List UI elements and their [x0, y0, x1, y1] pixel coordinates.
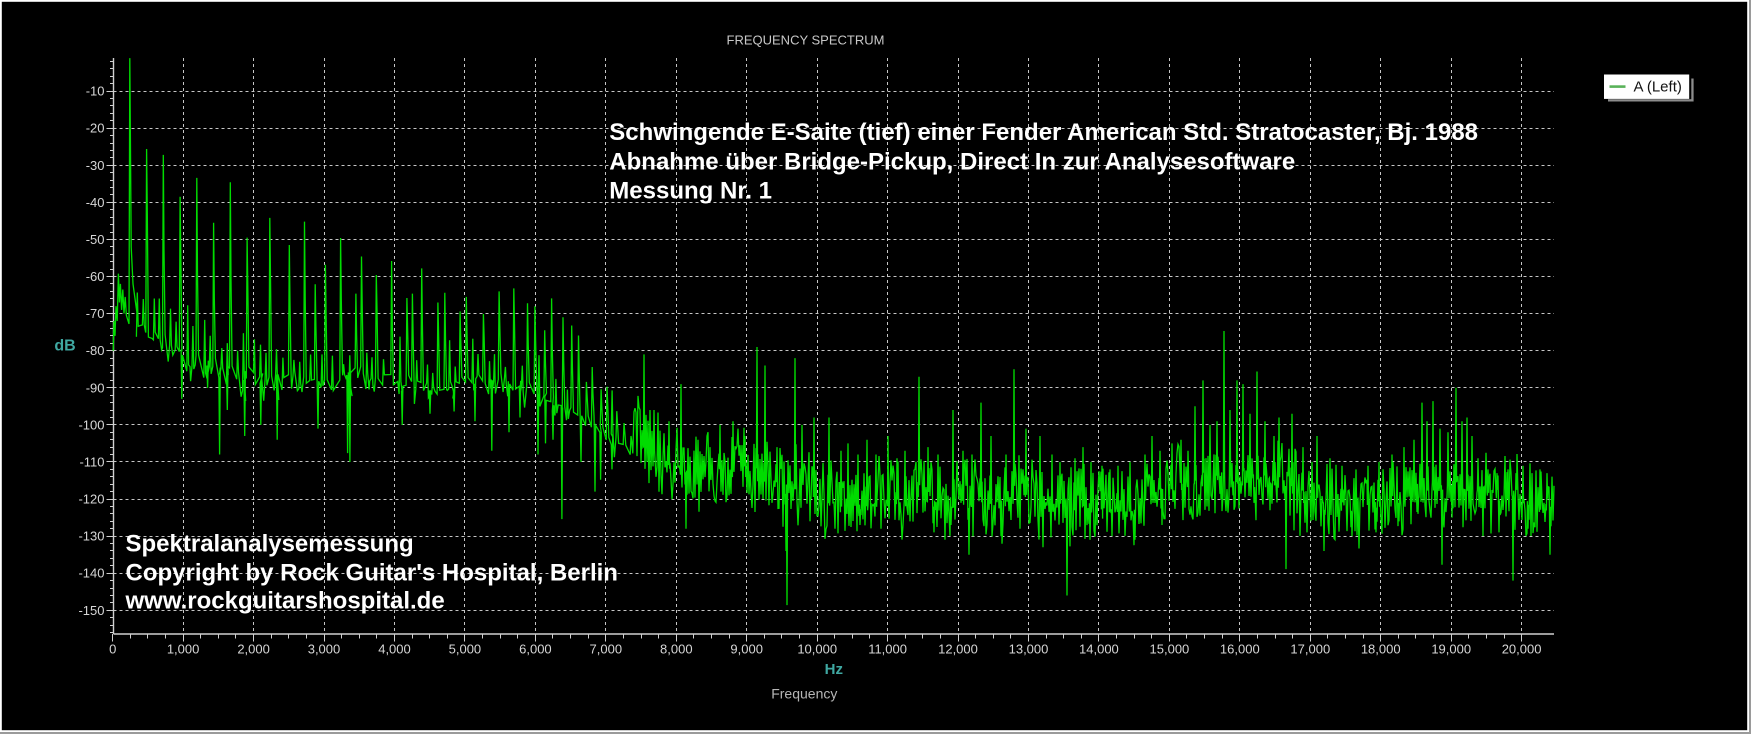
svg-text:13,000: 13,000: [1009, 642, 1049, 657]
svg-text:Hz: Hz: [825, 661, 843, 678]
svg-text:-40: -40: [86, 195, 105, 210]
svg-text:12,000: 12,000: [938, 642, 978, 657]
svg-text:-10: -10: [86, 84, 105, 99]
svg-text:A (Left): A (Left): [1634, 79, 1682, 96]
svg-text:10,000: 10,000: [797, 642, 837, 657]
svg-text:7,000: 7,000: [590, 642, 623, 657]
svg-text:3,000: 3,000: [308, 642, 341, 657]
svg-text:Copyright by Rock Guitar's Hos: Copyright by Rock Guitar's Hospital, Ber…: [126, 559, 618, 586]
svg-text:www.rockguitarshospital.de: www.rockguitarshospital.de: [125, 588, 445, 615]
svg-text:16,000: 16,000: [1220, 642, 1260, 657]
svg-text:17,000: 17,000: [1290, 642, 1330, 657]
svg-text:-140: -140: [78, 566, 104, 581]
svg-text:18,000: 18,000: [1361, 642, 1401, 657]
svg-text:-110: -110: [79, 455, 104, 470]
svg-text:14,000: 14,000: [1079, 642, 1119, 657]
svg-text:Schwingende E-Saite (tief) ein: Schwingende E-Saite (tief) einer Fender …: [609, 119, 1478, 146]
svg-text:-150: -150: [78, 603, 104, 618]
svg-text:-50: -50: [86, 232, 105, 247]
svg-text:6,000: 6,000: [519, 642, 552, 657]
svg-text:1,000: 1,000: [167, 642, 200, 657]
svg-text:19,000: 19,000: [1431, 642, 1471, 657]
svg-text:4,000: 4,000: [378, 642, 411, 657]
svg-text:Abnahme über Bridge-Pickup, Di: Abnahme über Bridge-Pickup, Direct In zu…: [609, 148, 1295, 175]
svg-text:-100: -100: [78, 417, 104, 432]
svg-text:-20: -20: [86, 121, 105, 136]
svg-text:-120: -120: [78, 492, 104, 507]
svg-text:15,000: 15,000: [1150, 642, 1190, 657]
svg-text:0: 0: [109, 642, 116, 657]
svg-text:9,000: 9,000: [730, 642, 763, 657]
svg-text:11,000: 11,000: [868, 642, 907, 657]
svg-text:-130: -130: [78, 529, 104, 544]
svg-text:dB: dB: [54, 338, 75, 355]
svg-text:8,000: 8,000: [660, 642, 693, 657]
svg-text:2,000: 2,000: [237, 642, 270, 657]
svg-text:-30: -30: [86, 158, 105, 173]
svg-text:20,000: 20,000: [1502, 642, 1542, 657]
svg-text:-90: -90: [86, 380, 105, 395]
svg-text:Spektralanalysemessung: Spektralanalysemessung: [126, 531, 414, 558]
svg-text:-70: -70: [86, 306, 105, 321]
svg-text:-80: -80: [86, 343, 105, 358]
svg-text:5,000: 5,000: [449, 642, 482, 657]
svg-text:Messung Nr. 1: Messung Nr. 1: [609, 178, 772, 205]
svg-text:-60: -60: [86, 269, 105, 284]
svg-text:Frequency: Frequency: [771, 685, 837, 701]
svg-text:FREQUENCY SPECTRUM: FREQUENCY SPECTRUM: [727, 33, 885, 48]
